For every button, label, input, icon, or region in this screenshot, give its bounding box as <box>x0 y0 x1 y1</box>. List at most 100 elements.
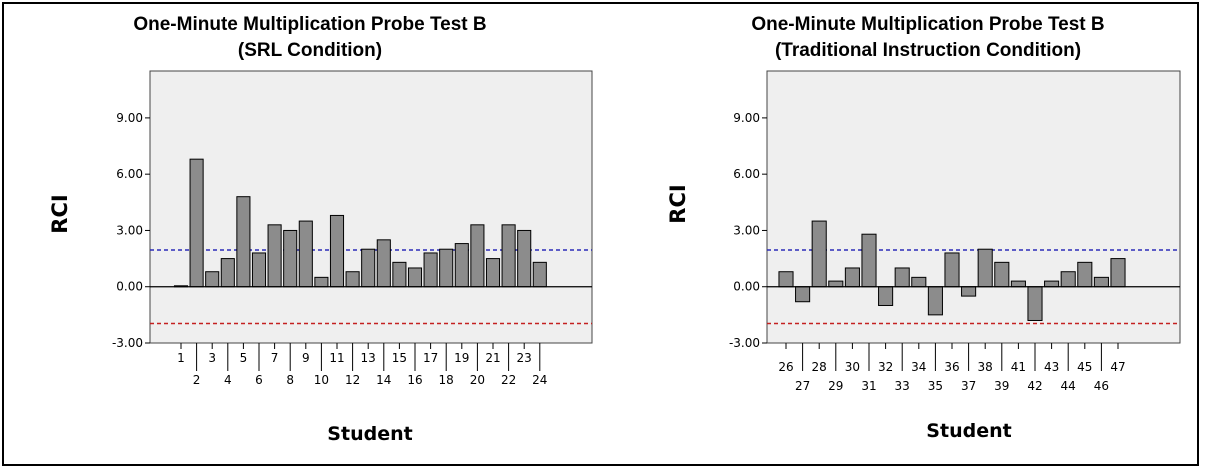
x-tick-label: 17 <box>423 351 438 365</box>
chart-title: One-Minute Multiplication Probe Test B <box>133 14 486 35</box>
x-tick-label: 14 <box>376 373 391 387</box>
bar <box>439 248 454 288</box>
x-tick-label: 44 <box>1061 379 1076 393</box>
x-tick-label: 26 <box>778 360 793 374</box>
bar <box>844 267 860 288</box>
bar <box>205 271 220 288</box>
bar <box>1093 276 1109 288</box>
x-tick-label: 47 <box>1110 360 1125 374</box>
bar <box>251 252 267 288</box>
x-tick-label: 27 <box>795 379 810 393</box>
x-tick-label: 7 <box>271 351 279 365</box>
bar <box>861 233 877 288</box>
y-axis-label: RCI <box>666 184 690 223</box>
x-tick-label: 11 <box>329 351 344 365</box>
bar <box>1044 280 1060 288</box>
x-tick-label: 21 <box>485 351 500 365</box>
bar <box>470 224 485 288</box>
y-tick-label: 9.00 <box>116 111 143 125</box>
bar <box>345 271 360 288</box>
x-tick-label: 5 <box>240 351 248 365</box>
bar <box>1060 271 1076 288</box>
y-tick-label: 3.00 <box>116 223 143 237</box>
x-tick-label: 18 <box>439 373 454 387</box>
x-tick-label: 23 <box>517 351 532 365</box>
bar <box>220 258 235 288</box>
bar <box>828 280 844 288</box>
x-tick-label: 3 <box>208 351 216 365</box>
bar <box>376 239 391 288</box>
bar <box>236 196 251 288</box>
bar <box>361 248 376 288</box>
y-tick-label: 0.00 <box>116 280 143 294</box>
bar <box>298 220 313 288</box>
x-tick-label: 2 <box>193 373 201 387</box>
bar <box>283 229 298 288</box>
bar <box>532 261 547 288</box>
bar <box>811 220 827 288</box>
bar <box>927 286 943 316</box>
x-tick-label: 41 <box>1011 360 1026 374</box>
plot-area <box>149 70 593 344</box>
chart-1: One-Minute Multiplication Probe Test B (S… <box>48 14 593 445</box>
bar <box>423 252 438 288</box>
bar <box>407 267 423 288</box>
x-tick-label: 8 <box>286 373 294 387</box>
x-tick-label: 20 <box>470 373 485 387</box>
bar <box>994 261 1010 288</box>
bar <box>454 243 469 288</box>
x-tick-label: 28 <box>812 360 827 374</box>
y-tick-label: 9.00 <box>733 111 760 125</box>
x-tick-label: 16 <box>407 373 422 387</box>
bar <box>778 271 794 288</box>
x-tick-label: 15 <box>392 351 407 365</box>
x-tick-label: 30 <box>845 360 860 374</box>
x-tick-label: 45 <box>1077 360 1092 374</box>
x-tick-label: 36 <box>944 360 959 374</box>
x-tick-label: 35 <box>928 379 943 393</box>
bar <box>944 252 960 288</box>
x-tick-label: 6 <box>255 373 263 387</box>
x-tick-label: 42 <box>1027 379 1042 393</box>
bar <box>517 229 532 288</box>
bar <box>314 276 329 288</box>
chart-2: One-Minute Multiplication Probe Test B (T… <box>666 14 1181 442</box>
bar <box>1110 258 1126 288</box>
x-axis-label: Student <box>327 423 412 445</box>
x-tick-label: 32 <box>878 360 893 374</box>
bar <box>977 248 993 288</box>
bar <box>911 276 927 288</box>
x-tick-label: 4 <box>224 373 232 387</box>
bar <box>392 261 407 288</box>
y-tick-label: -3.00 <box>112 336 143 350</box>
x-tick-label: 31 <box>861 379 876 393</box>
chart-subtitle: (Traditional Instruction Condition) <box>775 40 1081 61</box>
y-tick-label: 0.00 <box>733 280 760 294</box>
x-tick-label: 34 <box>911 360 926 374</box>
y-tick-label: 3.00 <box>733 223 760 237</box>
x-axis-label: Student <box>926 420 1011 442</box>
chart-subtitle: (SRL Condition) <box>238 40 382 61</box>
y-tick-label: 6.00 <box>733 167 760 181</box>
bar <box>1027 286 1043 321</box>
x-tick-label: 37 <box>961 379 976 393</box>
x-tick-label: 43 <box>1044 360 1059 374</box>
plot-area <box>766 70 1181 344</box>
bar <box>878 286 894 306</box>
y-axis-label: RCI <box>48 194 72 233</box>
y-tick-label: 6.00 <box>116 167 143 181</box>
x-tick-label: 39 <box>994 379 1009 393</box>
x-tick-label: 33 <box>895 379 910 393</box>
x-tick-label: 9 <box>302 351 310 365</box>
x-tick-label: 38 <box>978 360 993 374</box>
x-tick-label: 13 <box>361 351 376 365</box>
x-tick-label: 22 <box>501 373 516 387</box>
bar <box>961 286 977 297</box>
x-tick-label: 10 <box>314 373 329 387</box>
bar <box>1077 261 1093 288</box>
bar <box>485 258 501 288</box>
x-tick-label: 29 <box>828 379 843 393</box>
x-tick-label: 19 <box>454 351 469 365</box>
